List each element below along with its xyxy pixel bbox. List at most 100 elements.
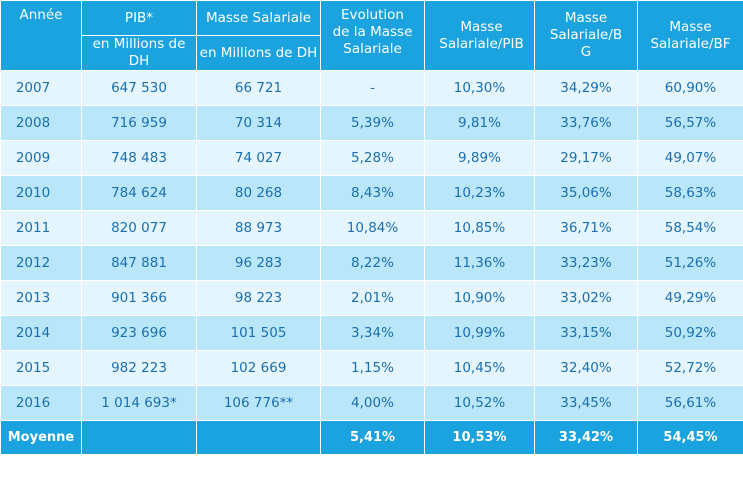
table-row: 2014 923 696 101 505 3,34% 10,99% 33,15% 50,92… <box>0 315 743 351</box>
cell-masse: 102 669 <box>196 350 321 386</box>
cell-ms-bg: 32,40% <box>534 350 638 386</box>
average-evolution: 5,41% <box>320 420 425 455</box>
average-label: Moyenne <box>0 420 82 455</box>
cell-ms-bf: 58,63% <box>637 175 743 211</box>
cell-ms-bg: 33,76% <box>534 105 638 141</box>
cell-evolution: 5,28% <box>320 140 425 176</box>
cell-evolution: 10,84% <box>320 210 425 246</box>
cell-ms-pib: 9,81% <box>424 105 535 141</box>
cell-ms-bg: 33,45% <box>534 385 638 421</box>
cell-pib: 820 077 <box>81 210 197 246</box>
cell-annee: 2011 <box>0 210 82 246</box>
cell-evolution: 3,34% <box>320 315 425 351</box>
cell-ms-bf: 51,26% <box>637 245 743 281</box>
cell-masse: 74 027 <box>196 140 321 176</box>
cell-pib: 923 696 <box>81 315 197 351</box>
table-row: 2011 820 077 88 973 10,84% 10,85% 36,71% 58,54… <box>0 210 743 246</box>
table-row: 2007 647 530 66 721-10,30% 34,29% 60,90% <box>0 70 743 106</box>
cell-ms-pib: 10,23% <box>424 175 535 211</box>
cell-annee: 2010 <box>0 175 82 211</box>
cell-pib: 784 624 <box>81 175 197 211</box>
header-pib-unit: en Millions de DH <box>81 35 197 71</box>
table-header: Année PIB* Masse Salariale Evolution de … <box>0 0 743 71</box>
cell-masse: 66 721 <box>196 70 321 106</box>
cell-ms-bf: 52,72% <box>637 350 743 386</box>
table-footer: Moyenne 5,41% 10,53% 33,42% 54,45% <box>0 420 743 455</box>
cell-ms-bg: 36,71% <box>534 210 638 246</box>
cell-pib: 901 366 <box>81 280 197 316</box>
cell-pib: 716 959 <box>81 105 197 141</box>
cell-ms-pib: 11,36% <box>424 245 535 281</box>
cell-evolution: 4,00% <box>320 385 425 421</box>
header-masse-unit: en Millions de DH <box>196 35 321 71</box>
cell-ms-bg: 33,02% <box>534 280 638 316</box>
table-row: 2015 982 223 102 669 1,15% 10,45% 32,40% 52,72… <box>0 350 743 386</box>
cell-ms-bf: 56,61% <box>637 385 743 421</box>
cell-masse: 98 223 <box>196 280 321 316</box>
cell-evolution: 5,39% <box>320 105 425 141</box>
cell-evolution: 8,43% <box>320 175 425 211</box>
cell-ms-pib: 10,52% <box>424 385 535 421</box>
cell-evolution: 8,22% <box>320 245 425 281</box>
header-ms-pib: Masse Salariale/PIB <box>424 0 535 71</box>
cell-annee: 2015 <box>0 350 82 386</box>
cell-annee: 2013 <box>0 280 82 316</box>
cell-masse: 80 268 <box>196 175 321 211</box>
cell-ms-bg: 35,06% <box>534 175 638 211</box>
table-row: 2013 901 366 98 223 2,01% 10,90% 33,02% 49,29% <box>0 280 743 316</box>
cell-ms-pib: 10,30% <box>424 70 535 106</box>
cell-masse: 106 776** <box>196 385 321 421</box>
cell-ms-pib: 10,45% <box>424 350 535 386</box>
cell-ms-pib: 9,89% <box>424 140 535 176</box>
cell-evolution: 1,15% <box>320 350 425 386</box>
average-pib <box>81 420 197 455</box>
salary-mass-table: Année PIB* Masse Salariale Evolution de … <box>0 0 743 455</box>
cell-annee: 2007 <box>0 70 82 106</box>
cell-ms-bf: 49,29% <box>637 280 743 316</box>
cell-masse: 88 973 <box>196 210 321 246</box>
cell-annee: 2008 <box>0 105 82 141</box>
table-row: 2016 1 014 693* 106 776** 4,00% 10,52% 33,45%… <box>0 385 743 421</box>
header-pib: PIB* <box>81 0 197 36</box>
cell-annee: 2016 <box>0 385 82 421</box>
cell-masse: 70 314 <box>196 105 321 141</box>
cell-annee: 2012 <box>0 245 82 281</box>
table-row: 2008 716 959 70 314 5,39% 9,81% 33,76% 56,57% <box>0 105 743 141</box>
cell-ms-bf: 50,92% <box>637 315 743 351</box>
cell-ms-pib: 10,99% <box>424 315 535 351</box>
table-row: 2009 748 483 74 027 5,28% 9,89% 29,17% 49,07% <box>0 140 743 176</box>
header-ms-bf: Masse Salariale/BF <box>637 0 743 71</box>
table-body: 2007 647 530 66 721-10,30% 34,29% 60,90% 2008… <box>0 70 743 421</box>
cell-ms-pib: 10,90% <box>424 280 535 316</box>
cell-ms-bg: 34,29% <box>534 70 638 106</box>
cell-masse: 96 283 <box>196 245 321 281</box>
cell-ms-pib: 10,85% <box>424 210 535 246</box>
average-masse <box>196 420 321 455</box>
average-ms-bg: 33,42% <box>534 420 638 455</box>
cell-evolution: - <box>320 70 425 106</box>
header-evolution: Evolution de la Masse Salariale <box>320 0 425 71</box>
header-annee: Année <box>0 0 82 71</box>
cell-masse: 101 505 <box>196 315 321 351</box>
cell-evolution: 2,01% <box>320 280 425 316</box>
cell-pib: 748 483 <box>81 140 197 176</box>
cell-ms-bf: 60,90% <box>637 70 743 106</box>
header-ms-bg: Masse Salariale/B G <box>534 0 638 71</box>
cell-pib: 847 881 <box>81 245 197 281</box>
cell-ms-bg: 33,15% <box>534 315 638 351</box>
cell-pib: 647 530 <box>81 70 197 106</box>
cell-ms-bf: 49,07% <box>637 140 743 176</box>
cell-pib: 982 223 <box>81 350 197 386</box>
cell-ms-bg: 33,23% <box>534 245 638 281</box>
cell-annee: 2009 <box>0 140 82 176</box>
cell-ms-bf: 58,54% <box>637 210 743 246</box>
average-ms-bf: 54,45% <box>637 420 743 455</box>
average-ms-pib: 10,53% <box>424 420 535 455</box>
header-masse: Masse Salariale <box>196 0 321 36</box>
table-row: 2012 847 881 96 283 8,22% 11,36% 33,23% 51,26% <box>0 245 743 281</box>
table-row: 2010 784 624 80 268 8,43% 10,23% 35,06% 58,63% <box>0 175 743 211</box>
cell-pib: 1 014 693* <box>81 385 197 421</box>
cell-ms-bg: 29,17% <box>534 140 638 176</box>
average-row: Moyenne 5,41% 10,53% 33,42% 54,45% <box>0 420 743 455</box>
cell-ms-bf: 56,57% <box>637 105 743 141</box>
